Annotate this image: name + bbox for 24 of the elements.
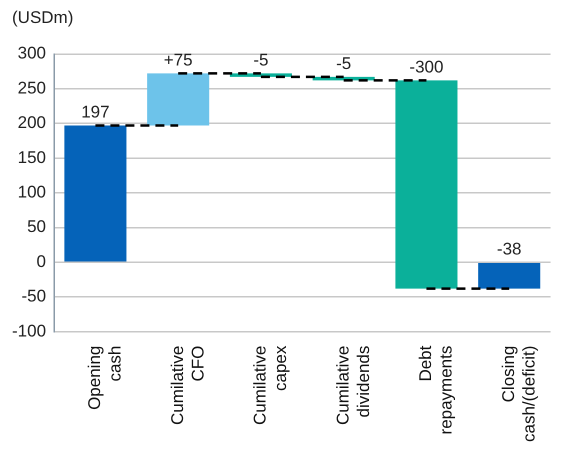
y-tick-label: 300 [18, 44, 46, 63]
data-label: -300 [409, 58, 444, 77]
y-tick-label: 0 [36, 252, 46, 271]
bar [147, 73, 210, 126]
data-label: 197 [81, 102, 110, 122]
x-tick-label: Opening cash [85, 346, 124, 410]
data-label: +75 [164, 50, 193, 70]
bar [64, 125, 126, 262]
y-tick-label: 200 [18, 113, 46, 132]
bar [395, 80, 458, 289]
bar [478, 262, 540, 289]
data-label: -5 [336, 54, 352, 74]
y-tick-label: 50 [27, 217, 46, 236]
y-tick-label: 150 [18, 148, 46, 167]
y-tick-label: 250 [18, 78, 46, 98]
y-tick-label: -50 [21, 286, 46, 306]
y-axis-title: (USDm) [12, 8, 74, 28]
x-tick-label: Closing cash/(deficit) [498, 346, 538, 442]
x-tick-label: Cumilative capex [250, 345, 290, 425]
x-tick-label: Cumilative CFO [168, 346, 208, 425]
data-label: -5 [253, 50, 268, 70]
y-tick-label: -100 [12, 321, 46, 340]
data-label: -38 [496, 239, 522, 258]
y-tick-label: 100 [18, 182, 46, 202]
